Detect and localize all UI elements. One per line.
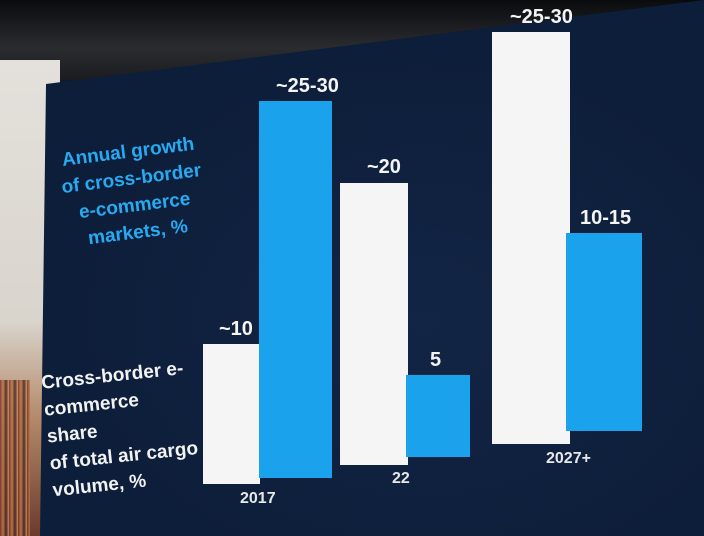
value-label-growth-2017: ~25-30 <box>276 75 339 98</box>
bar-share-2027 <box>492 32 570 444</box>
value-label-share-2017: ~10 <box>219 318 253 341</box>
category-label-2017: 2017 <box>240 490 276 508</box>
bar-growth-22 <box>406 375 470 457</box>
value-label-growth-22: 5 <box>430 349 441 372</box>
bar-growth-2027 <box>566 233 642 431</box>
city-backdrop <box>0 380 30 536</box>
bar-share-22 <box>340 183 408 465</box>
category-label-2027: 2027+ <box>546 450 591 468</box>
value-label-share-22: ~20 <box>367 156 401 179</box>
legend-growth: Annual growth of cross-border e-commerce… <box>52 130 214 255</box>
value-label-share-2027: ~25-30 <box>510 6 573 29</box>
value-label-growth-2027: 10-15 <box>580 207 631 230</box>
legend-share: Cross-border e- commerce share of total … <box>40 354 203 504</box>
category-label-22: 22 <box>392 470 410 488</box>
bar-share-2017 <box>203 344 260 484</box>
bar-growth-2017 <box>259 101 332 478</box>
